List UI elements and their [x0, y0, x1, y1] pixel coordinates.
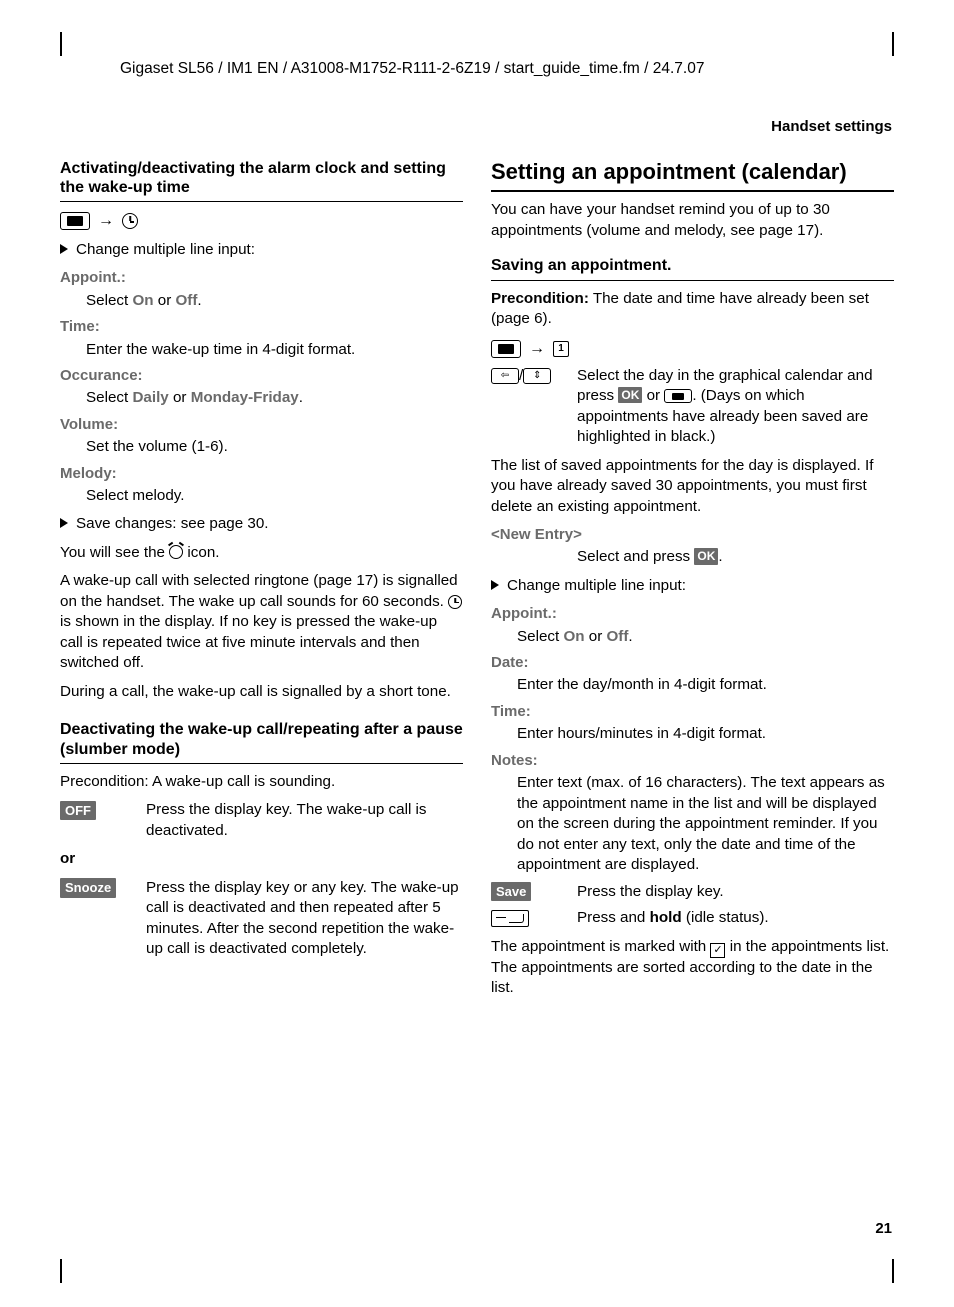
label-melody: Melody:: [60, 464, 463, 484]
doc-header-path: Gigaset SL56 / IM1 EN / A31008-M1752-R11…: [60, 60, 894, 78]
rocker-updown-icon: ⇕: [523, 368, 551, 384]
change-multiline-text: Change multiple line input:: [76, 240, 255, 261]
time-text: Enter the wake-up time in 4-digit format…: [86, 340, 463, 361]
occurance-text: Select Daily or Monday-Friday.: [86, 388, 463, 409]
notes-text: Enter text (max. of 16 characters). The …: [517, 773, 894, 876]
section-title: Handset settings: [60, 118, 894, 135]
during-call-paragraph: During a call, the wake-up call is signa…: [60, 682, 463, 703]
save-desc: Press the display key.: [577, 882, 894, 903]
clock-icon-inline: [448, 595, 462, 609]
end-call-key-icon: [491, 910, 529, 927]
right-column: Setting an appointment (calendar) You ca…: [491, 159, 894, 1007]
wakeup-paragraph: A wake-up call with selected ringtone (p…: [60, 571, 463, 674]
end-key-row: Press and hold (idle status).: [491, 908, 894, 929]
ok-softkey: OK: [694, 548, 718, 564]
change-multiline-text-2: Change multiple line input:: [507, 576, 686, 597]
hold-desc: Press and hold (idle status).: [577, 908, 894, 929]
triangle-bullet-icon: [60, 518, 68, 528]
alarm-icon: [169, 545, 183, 559]
clock-icon: [122, 213, 138, 229]
heading-deactivate-slumber: Deactivating the wake-up call/repeating …: [60, 720, 463, 763]
crop-mark-bl: [60, 1259, 62, 1283]
rocker-desc: Select the day in the graphical calendar…: [577, 366, 894, 448]
nav-sequence-calendar: → 1: [491, 338, 894, 360]
save-changes-line: Save changes: see page 30.: [60, 514, 463, 535]
label-notes: Notes:: [491, 751, 894, 771]
check-box-icon: ✓: [710, 943, 725, 958]
precondition-left: Precondition: A wake-up call is sounding…: [60, 772, 463, 793]
save-softkey: Save: [491, 882, 531, 902]
snooze-desc: Press the display key or any key. The wa…: [146, 878, 463, 960]
label-appoint-r: Appoint.:: [491, 604, 894, 624]
rocker-key-row: ⇦/⇕ Select the day in the graphical cale…: [491, 366, 894, 448]
page-number: 21: [875, 1220, 892, 1237]
appoint-text-r: Select On or Off.: [517, 627, 894, 648]
off-desc: Press the display key. The wake-up call …: [146, 800, 463, 841]
left-column: Activating/deactivating the alarm clock …: [60, 159, 463, 1007]
triangle-bullet-icon: [491, 580, 499, 590]
label-date: Date:: [491, 653, 894, 673]
snooze-softkey: Snooze: [60, 878, 116, 898]
save-changes-text: Save changes: see page 30.: [76, 514, 269, 535]
main-menu-key-icon: [60, 212, 90, 230]
main-menu-key-icon-inline: [664, 389, 692, 403]
calendar-1-icon: 1: [553, 341, 569, 357]
label-time-r: Time:: [491, 702, 894, 722]
marked-paragraph: The appointment is marked with ✓ in the …: [491, 937, 894, 999]
change-multiline-1: Change multiple line input:: [60, 240, 463, 261]
precondition-right: Precondition: The date and time have alr…: [491, 289, 894, 330]
change-multiline-2: Change multiple line input:: [491, 576, 894, 597]
see-icon-line: You will see the icon.: [60, 543, 463, 564]
label-appoint: Appoint.:: [60, 268, 463, 288]
heading-setting-appointment: Setting an appointment (calendar): [491, 159, 894, 192]
snooze-key-row: Snooze Press the display key or any key.…: [60, 878, 463, 960]
list-paragraph: The list of saved appointments for the d…: [491, 456, 894, 518]
ok-softkey: OK: [618, 387, 642, 403]
date-text: Enter the day/month in 4-digit format.: [517, 675, 894, 696]
off-key-row: OFF Press the display key. The wake-up c…: [60, 800, 463, 841]
nav-sequence-alarm: →: [60, 210, 463, 232]
crop-mark-br: [892, 1259, 894, 1283]
label-time: Time:: [60, 317, 463, 337]
label-new-entry: <New Entry>: [491, 525, 894, 545]
intro-paragraph: You can have your handset remind you of …: [491, 200, 894, 241]
new-entry-desc: Select and press OK.: [577, 547, 894, 568]
arrow-icon: →: [98, 210, 114, 232]
volume-text: Set the volume (1-6).: [86, 437, 463, 458]
heading-alarm-activate: Activating/deactivating the alarm clock …: [60, 159, 463, 202]
melody-text: Select melody.: [86, 486, 463, 507]
or-separator: or: [60, 849, 463, 870]
label-occurance: Occurance:: [60, 366, 463, 386]
label-volume: Volume:: [60, 415, 463, 435]
appoint-text: Select On or Off.: [86, 291, 463, 312]
heading-saving-appointment: Saving an appointment.: [491, 255, 894, 281]
rocker-left-icon: ⇦: [491, 368, 519, 384]
crop-mark-right: [892, 32, 894, 56]
time-text-r: Enter hours/minutes in 4-digit format.: [517, 724, 894, 745]
triangle-bullet-icon: [60, 244, 68, 254]
main-menu-key-icon: [491, 340, 521, 358]
crop-mark-left: [60, 32, 62, 56]
arrow-icon: →: [529, 338, 545, 360]
off-softkey: OFF: [60, 801, 96, 821]
save-key-row: Save Press the display key.: [491, 882, 894, 903]
